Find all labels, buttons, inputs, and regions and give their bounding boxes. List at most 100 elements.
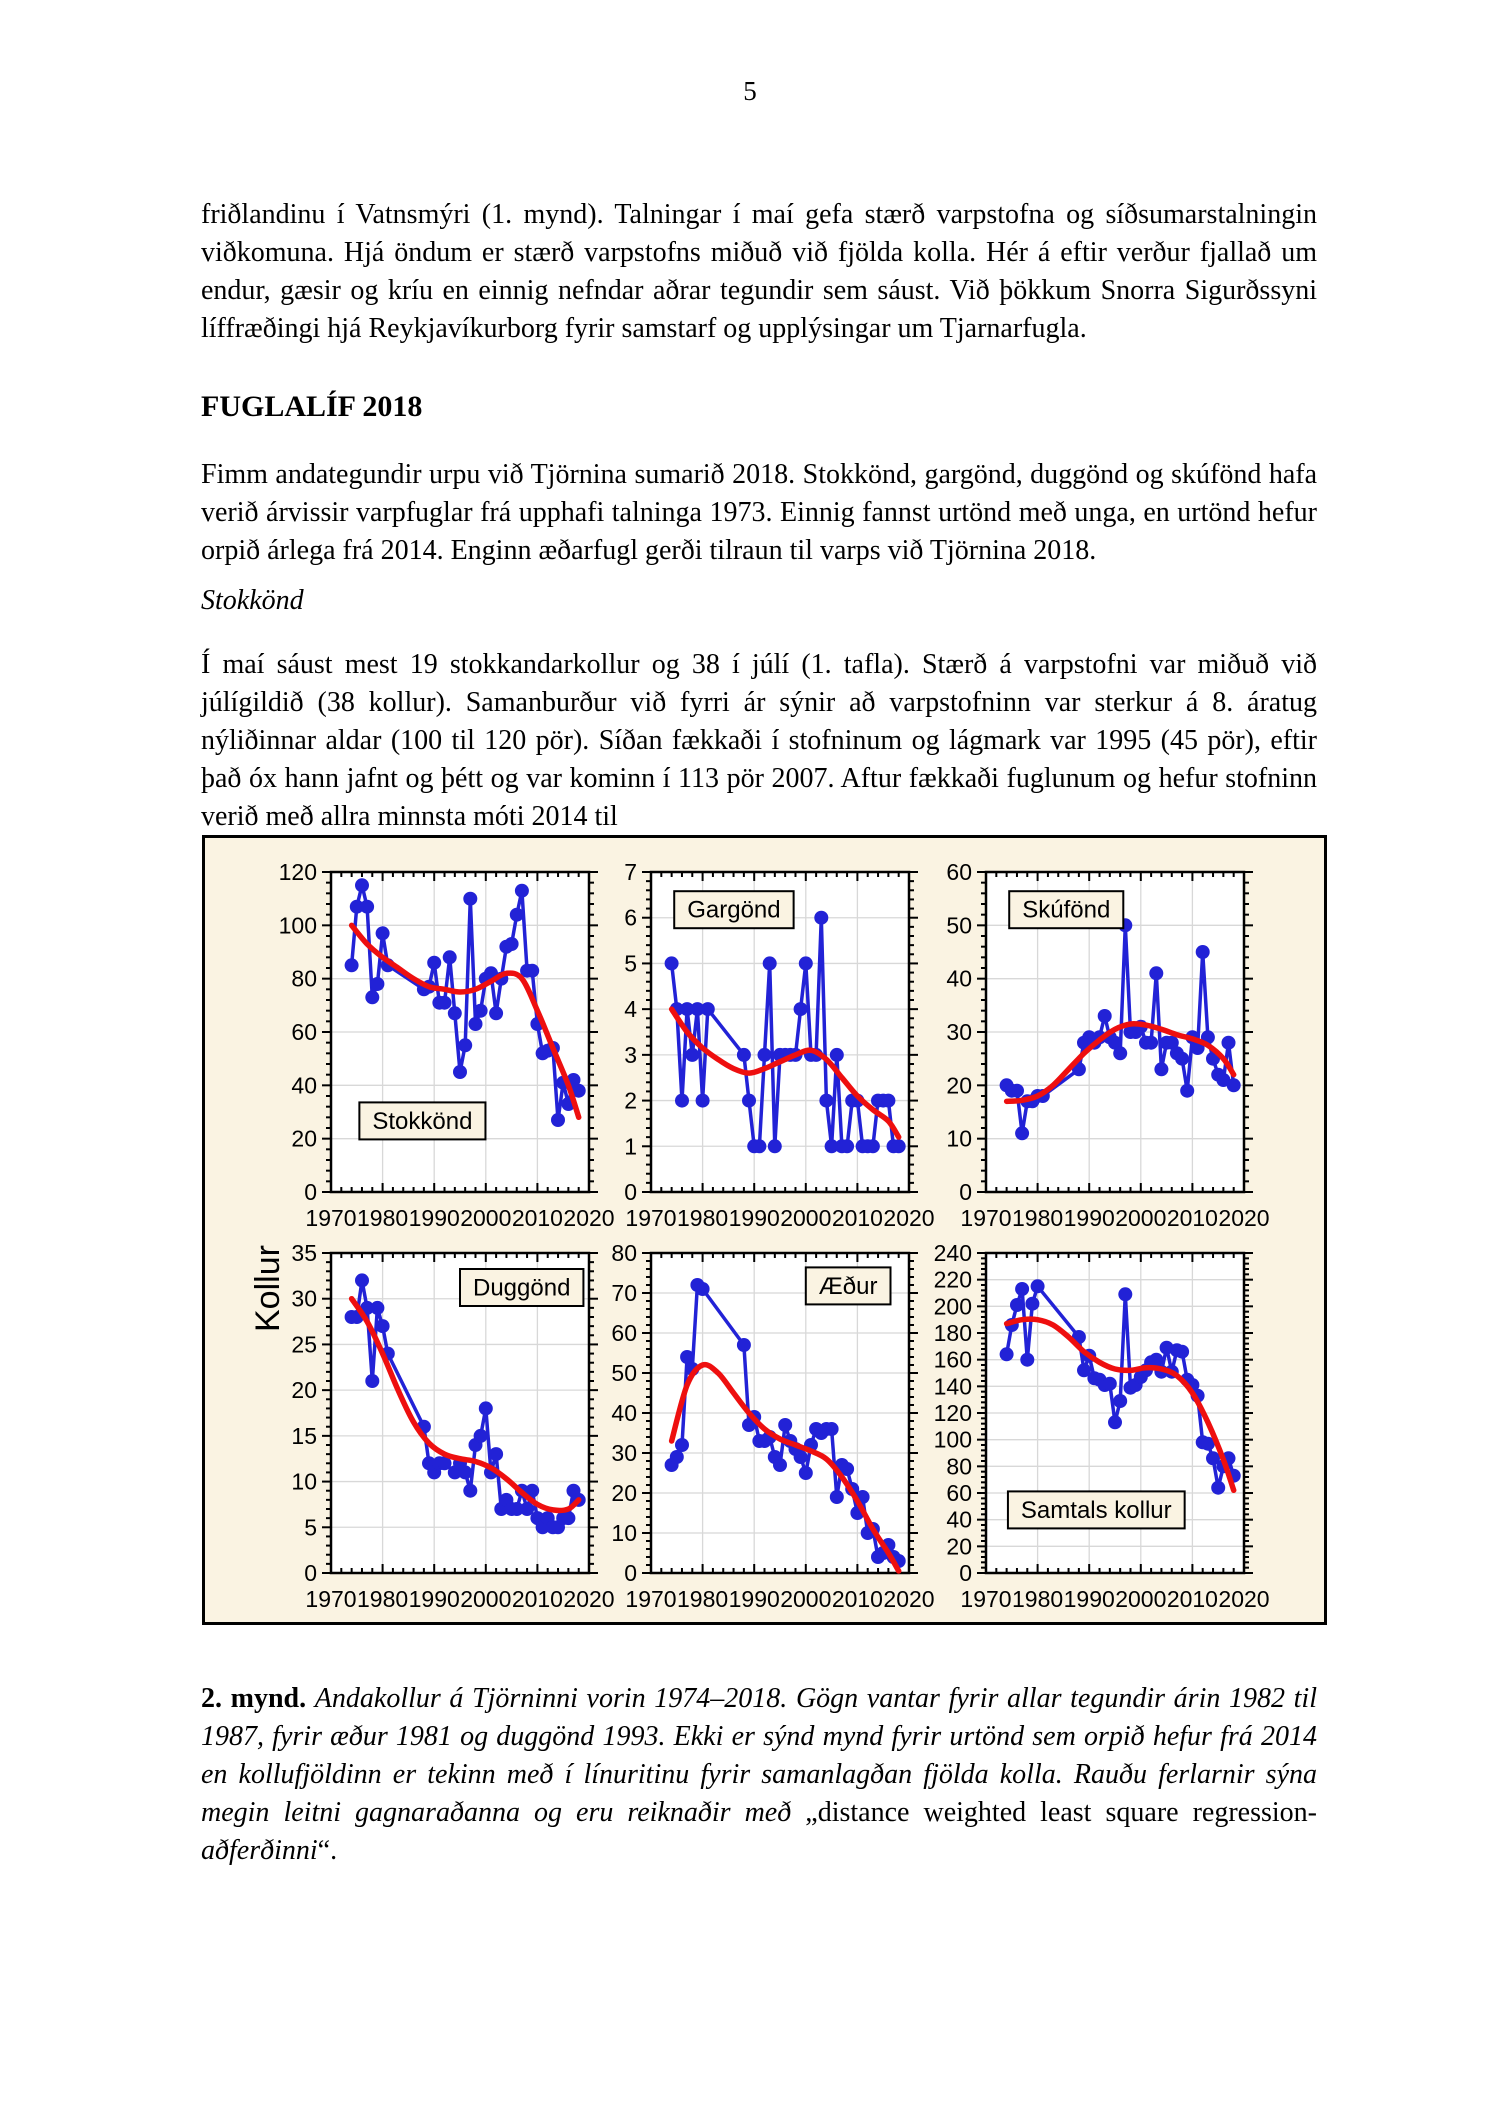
svg-text:10: 10: [611, 1520, 637, 1546]
svg-text:0: 0: [959, 1179, 972, 1205]
svg-text:2020: 2020: [563, 1205, 614, 1231]
svg-text:2010: 2010: [832, 1586, 883, 1612]
figure-duck-broods: Kollur 0 20 40 60 80 100 120 1970 1980 1990 2000 20…: [202, 835, 1327, 1625]
svg-text:60: 60: [291, 1019, 317, 1045]
svg-text:50: 50: [946, 912, 972, 938]
svg-text:5: 5: [624, 950, 637, 976]
svg-text:1990: 1990: [1064, 1205, 1115, 1231]
svg-text:80: 80: [946, 1453, 972, 1479]
svg-text:2010: 2010: [512, 1205, 563, 1231]
chart-panel-2: 0 1 2 3 4 5 6 7 1970 1980 1990 2000 2010 2020 Gargönd: [624, 859, 934, 1231]
svg-text:6: 6: [624, 905, 637, 931]
svg-text:1990: 1990: [409, 1205, 460, 1231]
svg-text:60: 60: [946, 859, 972, 885]
caption-text: Andakollur á Tjörninni vorin 1974–2018. …: [201, 1683, 1317, 1828]
chart-title-label: Gargönd: [687, 897, 780, 924]
svg-text:100: 100: [279, 912, 317, 938]
svg-text:1970: 1970: [625, 1586, 676, 1612]
page-number: 5: [743, 76, 757, 106]
svg-text:1980: 1980: [357, 1586, 408, 1612]
caption-method-suffix: “.: [317, 1835, 338, 1866]
svg-text:1: 1: [624, 1133, 637, 1159]
svg-text:20: 20: [946, 1072, 972, 1098]
svg-text:120: 120: [279, 859, 317, 885]
svg-text:2010: 2010: [832, 1205, 883, 1231]
svg-text:2000: 2000: [460, 1586, 511, 1612]
svg-text:40: 40: [946, 1507, 972, 1533]
svg-text:3: 3: [624, 1042, 637, 1068]
svg-text:0: 0: [959, 1560, 972, 1586]
svg-text:220: 220: [934, 1267, 972, 1293]
section-heading: FUGLALÍF 2018: [201, 390, 423, 423]
svg-text:1980: 1980: [1012, 1586, 1063, 1612]
svg-text:1970: 1970: [305, 1205, 356, 1231]
chart-title-label: Skúfönd: [1022, 897, 1110, 924]
svg-text:60: 60: [946, 1480, 972, 1506]
svg-text:100: 100: [934, 1427, 972, 1453]
svg-text:20: 20: [291, 1377, 317, 1403]
svg-text:200: 200: [934, 1293, 972, 1319]
svg-text:60: 60: [611, 1320, 637, 1346]
svg-text:2000: 2000: [1115, 1205, 1166, 1231]
svg-text:240: 240: [934, 1240, 972, 1266]
svg-text:1970: 1970: [625, 1205, 676, 1231]
svg-text:1990: 1990: [1064, 1586, 1115, 1612]
svg-text:2020: 2020: [883, 1586, 934, 1612]
caption-figure-number: 2. mynd.: [201, 1683, 307, 1714]
svg-text:2010: 2010: [512, 1586, 563, 1612]
svg-text:4: 4: [624, 996, 637, 1022]
svg-text:1980: 1980: [677, 1205, 728, 1231]
svg-text:5: 5: [304, 1514, 317, 1540]
svg-text:0: 0: [624, 1560, 637, 1586]
svg-text:30: 30: [946, 1019, 972, 1045]
svg-text:180: 180: [934, 1320, 972, 1346]
chart-title-label: Samtals kollur: [1021, 1497, 1172, 1524]
svg-text:120: 120: [934, 1400, 972, 1426]
svg-text:40: 40: [946, 966, 972, 992]
svg-text:20: 20: [611, 1480, 637, 1506]
svg-text:1980: 1980: [357, 1205, 408, 1231]
svg-text:2010: 2010: [1167, 1205, 1218, 1231]
svg-text:2020: 2020: [563, 1586, 614, 1612]
svg-text:30: 30: [291, 1286, 317, 1312]
caption-method-italic: aðferðinni: [201, 1835, 318, 1866]
svg-text:0: 0: [304, 1560, 317, 1586]
svg-text:2000: 2000: [780, 1586, 831, 1612]
svg-text:2: 2: [624, 1088, 637, 1114]
svg-text:1990: 1990: [409, 1586, 460, 1612]
svg-text:40: 40: [611, 1400, 637, 1426]
chart-title-label: Stokkönd: [372, 1108, 472, 1135]
subsection-heading-stokkond: Stokkönd: [201, 585, 304, 616]
svg-text:20: 20: [291, 1126, 317, 1152]
svg-text:1990: 1990: [729, 1586, 780, 1612]
svg-text:0: 0: [624, 1179, 637, 1205]
svg-text:2000: 2000: [460, 1205, 511, 1231]
svg-text:40: 40: [291, 1072, 317, 1098]
paragraph-intro: friðlandinu í Vatnsmýri (1. mynd). Talni…: [201, 199, 1317, 344]
svg-text:70: 70: [611, 1280, 637, 1306]
svg-text:1980: 1980: [677, 1586, 728, 1612]
chart-panel-1: 0 20 40 60 80 100 120 1970 1980 1990 2000 2010 2020 S…: [279, 859, 615, 1231]
svg-text:7: 7: [624, 859, 637, 885]
svg-text:80: 80: [291, 966, 317, 992]
svg-text:2020: 2020: [1218, 1586, 1269, 1612]
chart-panel-4: 0 5 10 15 20 25 30 35 1970 1980 1990 2000 2010 2020 Du…: [291, 1240, 614, 1612]
figure-caption: 2. mynd. Andakollur á Tjörninni vorin 19…: [201, 1680, 1317, 1870]
chart-panel-3: 0 10 20 30 40 50 60 1970 1980 1990 2000 2010 2020 Skú…: [946, 859, 1269, 1231]
svg-text:10: 10: [291, 1469, 317, 1495]
svg-text:80: 80: [611, 1240, 637, 1266]
svg-text:0: 0: [304, 1179, 317, 1205]
svg-text:2000: 2000: [1115, 1586, 1166, 1612]
chart-title-label: Duggönd: [473, 1275, 570, 1302]
svg-text:1970: 1970: [305, 1586, 356, 1612]
svg-text:1980: 1980: [1012, 1205, 1063, 1231]
svg-text:1990: 1990: [729, 1205, 780, 1231]
svg-text:2020: 2020: [883, 1205, 934, 1231]
svg-text:1970: 1970: [960, 1586, 1011, 1612]
svg-text:50: 50: [611, 1360, 637, 1386]
svg-text:160: 160: [934, 1347, 972, 1373]
svg-text:140: 140: [934, 1373, 972, 1399]
caption-method-roman: „distance weighted least square regressi…: [805, 1797, 1318, 1828]
